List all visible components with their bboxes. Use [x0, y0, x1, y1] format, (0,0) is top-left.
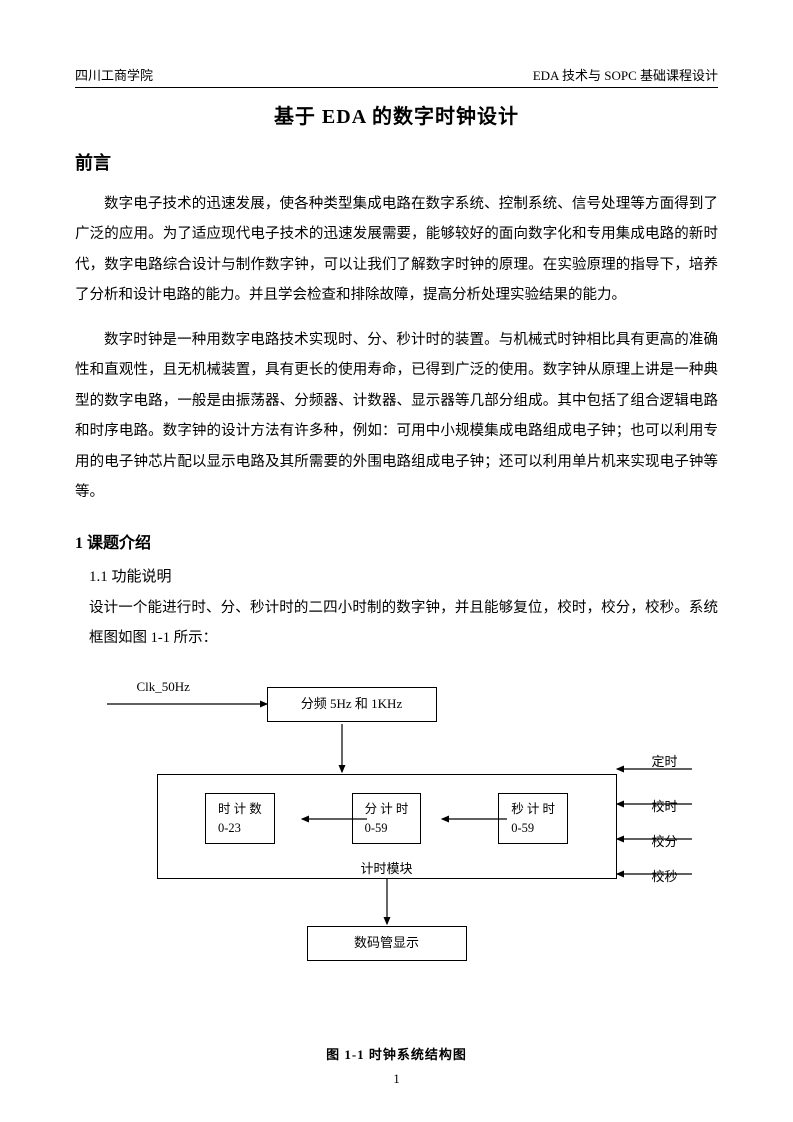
document-title: 基于 EDA 的数字时钟设计 — [75, 100, 718, 129]
right-label-2: 校分 — [652, 831, 678, 850]
module-caption: 计时模块 — [172, 858, 602, 877]
preface-p1: 数字电子技术的迅速发展，使各种类型集成电路在数字系统、控制系统、信号处理等方面得… — [75, 189, 718, 311]
display-text: 数码管显示 — [354, 934, 419, 952]
min-counter-box: 分 计 时 0-59 — [352, 793, 422, 845]
section1-body: 设计一个能进行时、分、秒计时的二四小时制的数字钟，并且能够复位，校时，校分，校秒… — [89, 594, 718, 653]
header-left: 四川工商学院 — [75, 65, 153, 84]
freq-div-box: 分频 5Hz 和 1KHz — [267, 687, 437, 722]
figure-caption: 图 1-1 时钟系统结构图 — [75, 1044, 718, 1063]
page-header: 四川工商学院 EDA 技术与 SOPC 基础课程设计 — [75, 65, 718, 88]
system-diagram: Clk_50Hz 分频 5Hz 和 1KHz 时 计 数 0-23 — [97, 679, 697, 1009]
min-line2: 0-59 — [365, 819, 409, 838]
right-label-0: 定时 — [652, 751, 678, 770]
page-number: 1 — [0, 1071, 793, 1087]
right-label-3: 校秒 — [652, 866, 678, 885]
sec-counter-box: 秒 计 时 0-59 — [498, 793, 568, 845]
hour-line1: 时 计 数 — [218, 800, 262, 819]
timing-module-box: 时 计 数 0-23 分 计 时 0-59 秒 计 时 0-59 计时模块 — [157, 774, 617, 879]
display-box: 数码管显示 — [307, 926, 467, 961]
preface-p2: 数字时钟是一种用数字电路技术实现时、分、秒计时的装置。与机械式时钟相比具有更高的… — [75, 325, 718, 508]
counter-row: 时 计 数 0-23 分 计 时 0-59 秒 计 时 0-59 — [172, 793, 602, 845]
sec-line2: 0-59 — [511, 819, 555, 838]
hour-line2: 0-23 — [218, 819, 262, 838]
min-line1: 分 计 时 — [365, 800, 409, 819]
sec-line1: 秒 计 时 — [511, 800, 555, 819]
section1-heading: 1 课题介绍 — [75, 529, 718, 553]
preface-heading: 前言 — [75, 149, 718, 175]
hour-counter-box: 时 计 数 0-23 — [205, 793, 275, 845]
freq-div-text: 分频 5Hz 和 1KHz — [301, 695, 402, 713]
header-right: EDA 技术与 SOPC 基础课程设计 — [533, 65, 718, 84]
right-label-1: 校时 — [652, 796, 678, 815]
section1-sub: 1.1 功能说明 — [89, 565, 718, 586]
